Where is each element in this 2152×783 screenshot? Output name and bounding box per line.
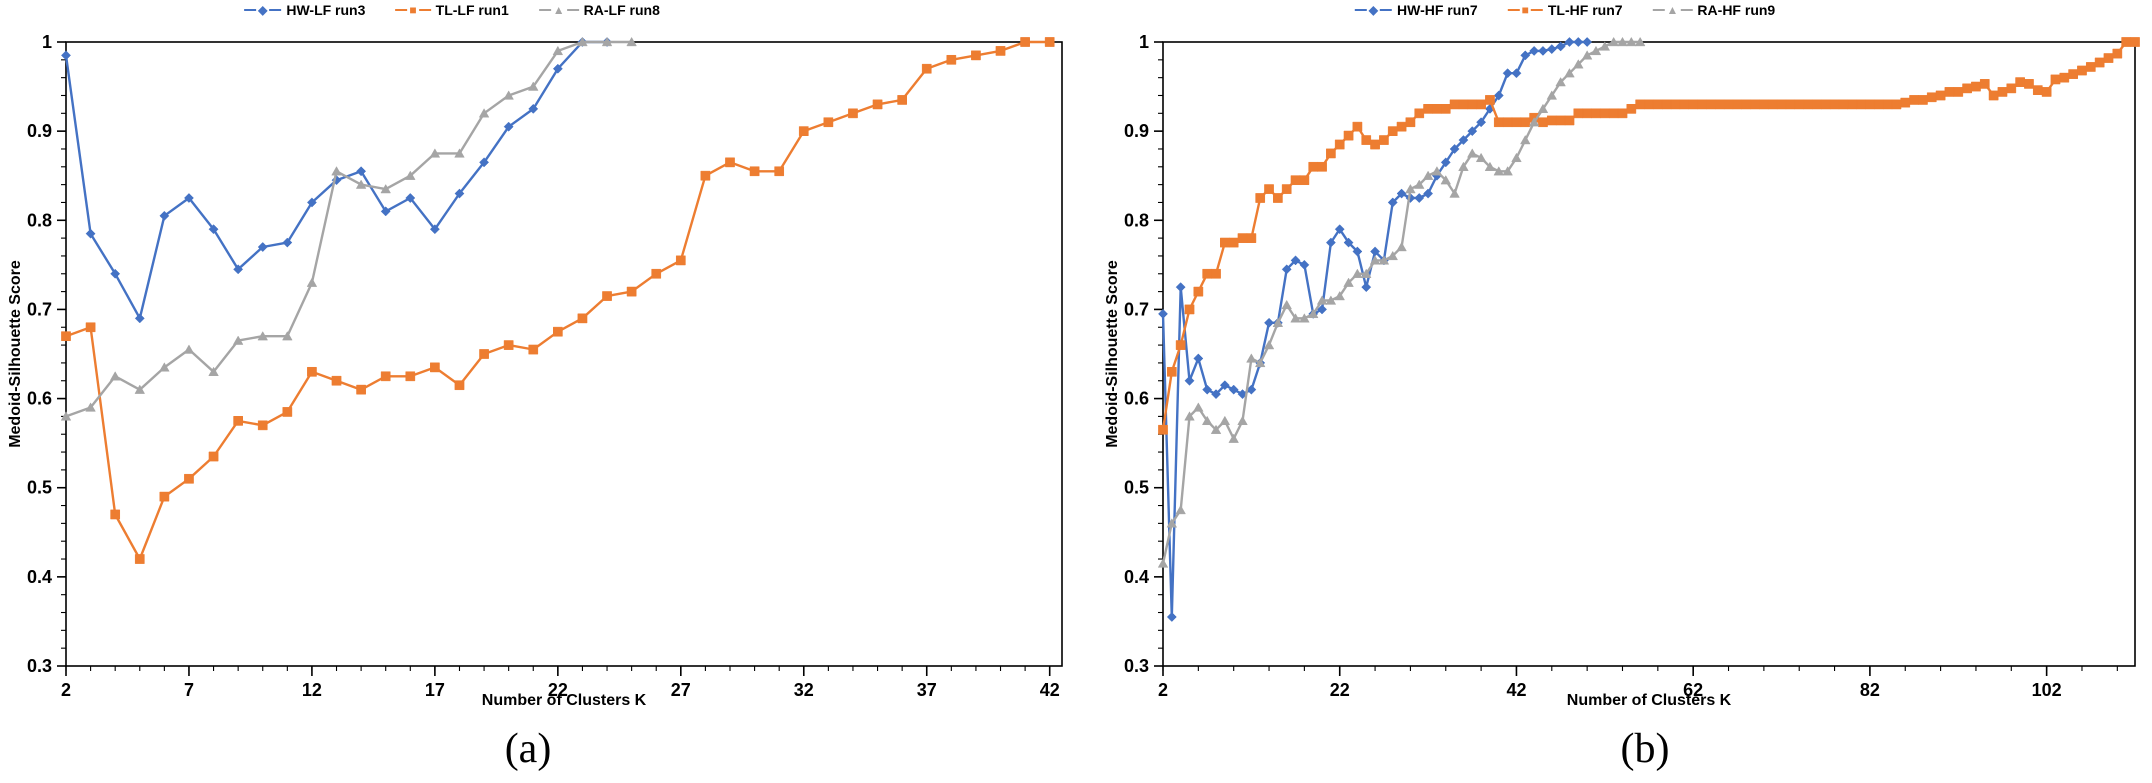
series-line-hw-hf-run7 <box>1161 40 1588 619</box>
y-tick-label: 0.6 <box>1124 389 1149 409</box>
caption-panel-a: (a) <box>504 726 552 772</box>
legend-line-segment <box>1652 9 1665 11</box>
y-tick-label: 0.9 <box>27 121 52 141</box>
legend-line-segment <box>1354 9 1367 11</box>
x-tick-label: 37 <box>917 680 937 700</box>
legend-label: TL-HF run7 <box>1547 2 1623 18</box>
x-tick-label: 2 <box>61 680 71 700</box>
legend-label: RA-HF run9 <box>1697 2 1776 18</box>
y-axis-title-panel-a: Medoid-Silhouette Score <box>7 260 24 448</box>
y-tick-label: 0.4 <box>27 567 52 587</box>
diamond-marker-icon: ◆ <box>1368 3 1379 17</box>
y-axis-title-panel-b: Medoid-Silhouette Score <box>1104 260 1121 448</box>
x-tick-label: 42 <box>1040 680 1060 700</box>
legend-item-hw-lf-run3: ◆ HW-LF run3 <box>244 2 365 18</box>
y-tick-label: 0.5 <box>27 478 52 498</box>
plot-frame <box>1162 41 2136 667</box>
series-markers-ra-hf-run9 <box>1157 36 1646 568</box>
caption-panel-b: (b) <box>1620 726 1670 772</box>
legend-item-hw-hf-run7: ◆ HW-HF run7 <box>1354 2 1478 18</box>
x-axis-title-panel-b: Number of Clusters K <box>1566 692 1732 709</box>
legend-item-tl-lf-run1: ■ TL-LF run1 <box>395 2 509 18</box>
series-markers-hw-hf-run7 <box>1158 37 1593 622</box>
y-tick-label: 0.8 <box>1124 210 1149 230</box>
y-tick-label: 0.8 <box>27 210 52 230</box>
x-tick-label: 2 <box>1158 680 1168 700</box>
x-tick-label: 102 <box>2032 680 2062 700</box>
y-tick-label: 0.4 <box>1124 567 1149 587</box>
legend-label: TL-LF run1 <box>435 2 509 18</box>
legend-panel-b: ◆ HW-HF run7 ■ TL-HF run7 ▲ RA-HF run9 <box>1354 2 1776 18</box>
legend-line-segment <box>566 9 579 11</box>
legend-line-segment <box>269 9 282 11</box>
y-tick-label: 0.5 <box>1124 478 1149 498</box>
x-tick-label: 17 <box>425 680 445 700</box>
legend-line-segment <box>244 9 257 11</box>
x-tick-label: 62 <box>1683 680 1703 700</box>
series-markers-tl-hf-run7 <box>1158 37 2140 435</box>
series-markers-ra-lf-run8 <box>60 36 637 421</box>
series-markers-hw-lf-run3 <box>61 37 612 324</box>
legend-label: HW-LF run3 <box>286 2 366 18</box>
y-tick-label: 0.7 <box>1124 299 1149 319</box>
legend-item-ra-hf-run9: ▲ RA-HF run9 <box>1652 2 1776 18</box>
x-tick-label: 32 <box>794 680 814 700</box>
triangle-marker-icon: ▲ <box>552 3 565 17</box>
legend-item-tl-hf-run7: ■ TL-HF run7 <box>1507 2 1623 18</box>
legend-line-segment <box>1507 9 1520 11</box>
series-line-tl-lf-run1 <box>65 40 1050 561</box>
series-line-ra-lf-run8 <box>65 40 632 418</box>
legend-line-segment <box>1680 9 1693 11</box>
y-tick-label: 0.6 <box>27 389 52 409</box>
y-tick-label: 0.9 <box>1124 121 1149 141</box>
x-tick-label: 42 <box>1506 680 1526 700</box>
x-tick-label: 27 <box>671 680 691 700</box>
y-tick-label: 1 <box>1139 32 1149 52</box>
x-tick-label: 22 <box>548 680 568 700</box>
x-tick-label: 7 <box>184 680 194 700</box>
square-marker-icon: ■ <box>1521 3 1529 17</box>
series-markers-tl-lf-run1 <box>61 37 1055 564</box>
y-tick-label: 0.7 <box>27 299 52 319</box>
panel-b: 10.90.80.70.60.50.40.32 22 42 62 82 102 <box>1124 32 2140 700</box>
legend-line-segment <box>418 9 431 11</box>
legend-label: RA-LF run8 <box>583 2 660 18</box>
legend-item-ra-lf-run8: ▲ RA-LF run8 <box>538 2 660 18</box>
x-tick-label: 82 <box>1860 680 1880 700</box>
legend-line-segment <box>395 9 408 11</box>
diamond-marker-icon: ◆ <box>258 3 268 17</box>
legend-line-segment <box>538 9 551 11</box>
legend-line-segment <box>1380 9 1393 11</box>
x-tick-label: 22 <box>1330 680 1350 700</box>
x-tick-label: 12 <box>302 680 322 700</box>
x-axis-title-panel-a: Number of Clusters K <box>481 692 647 709</box>
y-tick-label: 0.3 <box>1124 656 1149 676</box>
legend-panel-a: ◆ HW-LF run3 ■ TL-LF run1 ▲ RA-LF run8 <box>244 2 660 18</box>
panel-a: 10.90.80.70.60.50.40.32 7 12 17 22 27 32 37 42 <box>27 32 1063 700</box>
y-tick-label: 0.3 <box>27 656 52 676</box>
square-marker-icon: ■ <box>409 3 417 17</box>
legend-line-segment <box>1530 9 1543 11</box>
plot-frame <box>65 41 1063 667</box>
triangle-marker-icon: ▲ <box>1666 3 1679 17</box>
legend-label: HW-HF run7 <box>1397 2 1478 18</box>
y-tick-label: 1 <box>42 32 52 52</box>
